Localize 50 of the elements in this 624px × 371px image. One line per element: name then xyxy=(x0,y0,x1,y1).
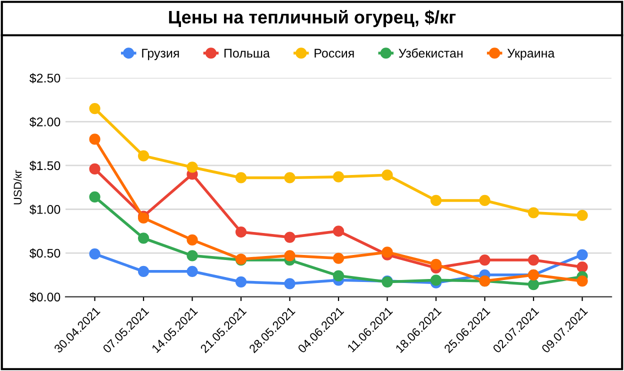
legend-label: Украина xyxy=(507,48,555,60)
point xyxy=(138,266,150,277)
legend-label: Россия xyxy=(314,48,354,58)
point xyxy=(89,103,100,114)
point xyxy=(284,232,296,243)
point xyxy=(576,210,588,221)
legend-label: Польша xyxy=(224,48,270,58)
y-tick-label: $2.50 xyxy=(30,73,60,84)
point xyxy=(479,254,490,266)
point xyxy=(284,278,296,290)
point xyxy=(332,270,344,282)
point xyxy=(430,274,442,286)
point xyxy=(332,252,344,264)
point xyxy=(528,278,540,290)
point xyxy=(138,150,150,162)
point xyxy=(479,194,490,206)
point xyxy=(284,250,296,262)
y-axis-title: USD/кг xyxy=(13,170,22,204)
point xyxy=(186,250,198,262)
point xyxy=(89,248,100,260)
point xyxy=(430,194,442,206)
point xyxy=(186,162,198,173)
y-tick-label: $1.50 xyxy=(30,160,60,171)
point xyxy=(576,275,588,287)
point xyxy=(528,254,540,266)
point xyxy=(430,258,442,270)
y-tick-label: $1.00 xyxy=(30,204,60,215)
y-tick-label: $0.50 xyxy=(30,248,60,258)
point xyxy=(284,172,296,184)
legend-label: Узбекистан xyxy=(398,48,462,58)
point xyxy=(89,134,100,145)
legend-label: Грузия xyxy=(142,48,179,60)
point xyxy=(89,191,100,203)
point xyxy=(576,249,588,260)
point xyxy=(332,171,344,182)
point xyxy=(138,232,150,244)
y-tick-label: $2.00 xyxy=(30,116,60,128)
chart-title: Цены на тепличный огурец, $/кг xyxy=(169,10,456,28)
point xyxy=(89,163,100,175)
point xyxy=(332,226,344,237)
point xyxy=(235,226,247,238)
point xyxy=(235,276,247,288)
point xyxy=(186,234,198,246)
point xyxy=(186,266,198,277)
point xyxy=(576,261,588,273)
y-tick-label: $0.00 xyxy=(30,292,60,302)
point xyxy=(382,170,393,181)
point xyxy=(528,207,540,218)
point xyxy=(235,172,247,184)
point xyxy=(382,246,393,258)
